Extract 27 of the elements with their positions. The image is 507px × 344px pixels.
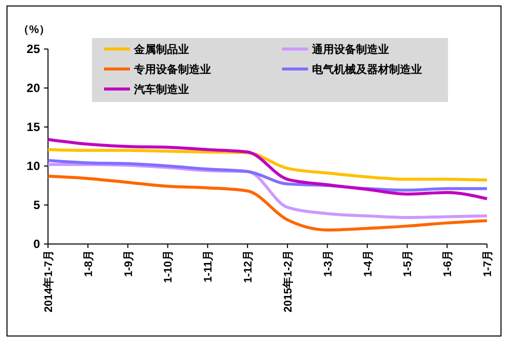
x-tick-label: 1-9月 — [122, 250, 135, 277]
x-tick-label: 1-12月 — [242, 250, 255, 284]
x-tick-label: 1-8月 — [82, 250, 95, 277]
line-series — [46, 138, 488, 200]
legend-label: 专用设备制造业 — [133, 62, 211, 76]
x-tick-label: 2014年1-7月 — [42, 250, 55, 312]
x-tick-label: 2015年1-2月 — [281, 250, 294, 312]
legend-label: 电气机械及器材制造业 — [312, 62, 422, 76]
x-tick-label: 1-3月 — [322, 250, 334, 277]
y-tick-label: 25 — [26, 42, 40, 56]
y-tick-label: 5 — [33, 198, 40, 212]
y-tick-label: 20 — [26, 81, 40, 96]
x-tick-label: 1-5月 — [402, 250, 414, 277]
x-tick-label: 1-7月 — [482, 250, 494, 277]
x-tick-label: 1-11月 — [202, 250, 215, 282]
line-series — [46, 148, 488, 182]
line-series — [46, 174, 488, 232]
legend-label: 汽车制造业 — [133, 82, 189, 96]
x-tick-label: 1-4月 — [362, 250, 374, 277]
y-tick-label: 0 — [33, 237, 40, 252]
y-tick-label: 15 — [26, 120, 40, 134]
legend-label: 金属制品业 — [133, 42, 189, 56]
x-tick-label: 1-6月 — [442, 250, 454, 277]
x-tick-label: 1-10月 — [162, 250, 175, 284]
y-axis-title: （%） — [18, 24, 50, 36]
legend-label: 通用设备制造业 — [311, 42, 389, 56]
y-tick-label: 10 — [26, 159, 40, 174]
